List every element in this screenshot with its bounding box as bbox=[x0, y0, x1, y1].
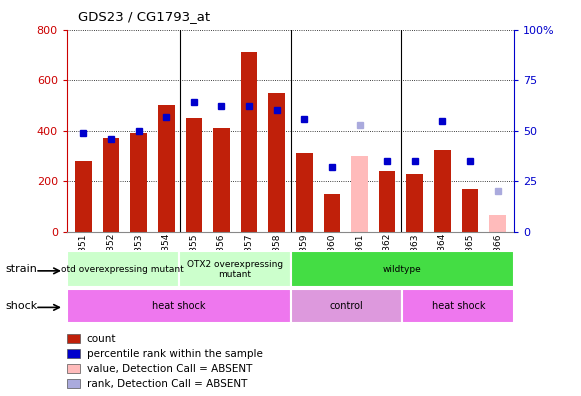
Bar bbox=[407, 173, 423, 232]
Bar bbox=[352, 156, 368, 232]
Bar bbox=[179, 251, 290, 287]
Bar bbox=[268, 93, 285, 232]
Text: strain: strain bbox=[6, 264, 38, 274]
Bar bbox=[489, 215, 506, 232]
Bar bbox=[324, 194, 340, 232]
Bar bbox=[67, 251, 179, 287]
Bar bbox=[379, 171, 396, 232]
Text: shock: shock bbox=[6, 301, 38, 311]
Bar bbox=[158, 105, 174, 232]
Text: control: control bbox=[329, 301, 363, 311]
Bar bbox=[462, 189, 478, 232]
Bar bbox=[213, 128, 229, 232]
Bar bbox=[185, 118, 202, 232]
Text: GDS23 / CG1793_at: GDS23 / CG1793_at bbox=[78, 10, 210, 23]
Bar bbox=[67, 289, 290, 323]
Bar bbox=[241, 52, 257, 232]
Bar bbox=[103, 138, 119, 232]
Text: value, Detection Call = ABSENT: value, Detection Call = ABSENT bbox=[87, 364, 252, 374]
Bar bbox=[130, 133, 147, 232]
Bar bbox=[296, 153, 313, 232]
Bar bbox=[75, 161, 92, 232]
Text: OTX2 overexpressing
mutant: OTX2 overexpressing mutant bbox=[187, 260, 282, 279]
Bar bbox=[290, 251, 514, 287]
Bar bbox=[434, 150, 451, 232]
Text: heat shock: heat shock bbox=[152, 301, 206, 311]
Text: rank, Detection Call = ABSENT: rank, Detection Call = ABSENT bbox=[87, 379, 247, 389]
Text: otd overexpressing mutant: otd overexpressing mutant bbox=[62, 265, 184, 274]
Text: count: count bbox=[87, 333, 116, 344]
Bar bbox=[403, 289, 514, 323]
Text: percentile rank within the sample: percentile rank within the sample bbox=[87, 348, 263, 359]
Text: wildtype: wildtype bbox=[383, 265, 422, 274]
Bar bbox=[290, 289, 403, 323]
Text: heat shock: heat shock bbox=[432, 301, 485, 311]
